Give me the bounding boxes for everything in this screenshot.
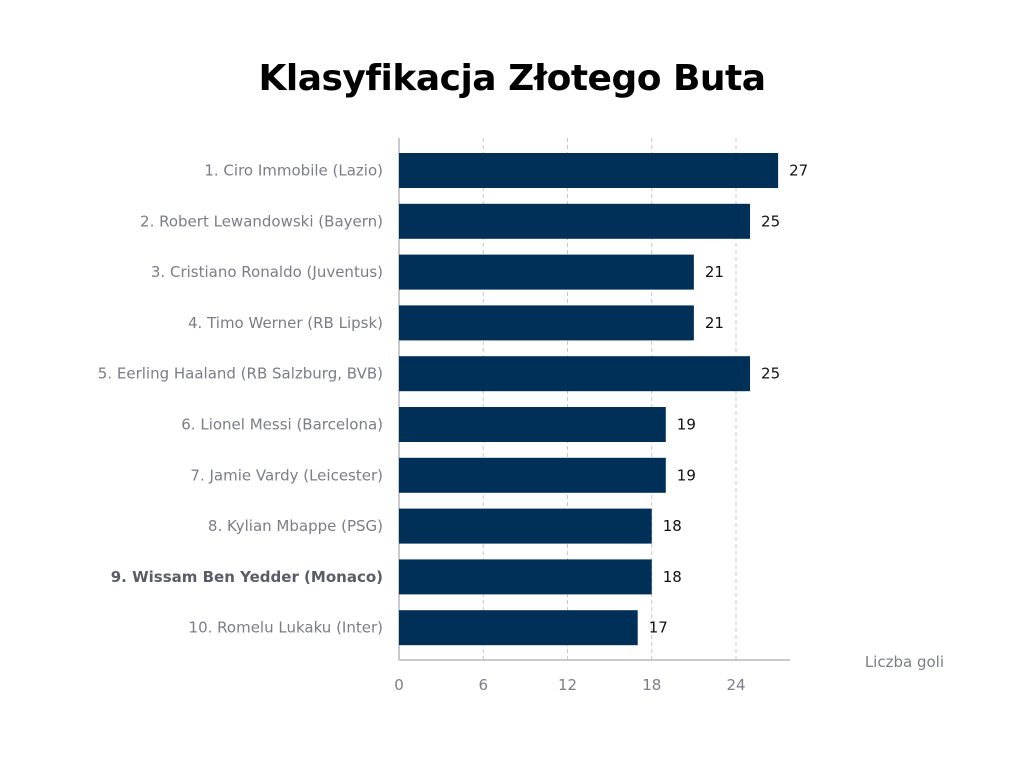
bar xyxy=(399,559,652,595)
x-tick-label: 12 xyxy=(558,676,577,694)
data-label: 18 xyxy=(663,517,682,535)
bar xyxy=(399,305,694,341)
data-label: 21 xyxy=(705,314,724,332)
bar xyxy=(399,203,751,239)
x-tick-label: 6 xyxy=(478,676,488,694)
data-label: 19 xyxy=(677,466,696,484)
bar xyxy=(399,457,666,493)
data-label: 17 xyxy=(649,619,668,637)
data-label: 21 xyxy=(705,263,724,281)
category-label: 9. Wissam Ben Yedder (Monaco) xyxy=(111,568,383,586)
data-label: 19 xyxy=(677,416,696,434)
data-label: 27 xyxy=(789,162,808,180)
x-tick-label: 0 xyxy=(394,676,404,694)
data-label: 18 xyxy=(663,568,682,586)
x-tick-label: 18 xyxy=(642,676,661,694)
bar xyxy=(399,508,652,544)
bar xyxy=(399,153,779,188)
bar xyxy=(399,356,751,392)
category-label: 1. Ciro Immobile (Lazio) xyxy=(204,162,383,180)
category-label: 10. Romelu Lukaku (Inter) xyxy=(189,619,383,637)
bar xyxy=(399,610,638,646)
category-label: 3. Cristiano Ronaldo (Juventus) xyxy=(151,263,383,281)
category-label: 7. Jamie Vardy (Leicester) xyxy=(190,466,383,484)
x-axis-title: Liczba goli xyxy=(865,653,944,671)
category-label: 8. Kylian Mbappe (PSG) xyxy=(208,517,383,535)
chart-title: Klasyfikacja Złotego Buta xyxy=(258,58,766,99)
data-label: 25 xyxy=(761,212,780,230)
data-label: 25 xyxy=(761,365,780,383)
category-label: 5. Eerling Haaland (RB Salzburg, BVB) xyxy=(98,365,383,383)
category-label: 4. Timo Werner (RB Lipsk) xyxy=(188,314,383,332)
bar xyxy=(399,407,666,442)
category-label: 2. Robert Lewandowski (Bayern) xyxy=(140,212,383,230)
x-tick-label: 24 xyxy=(726,676,745,694)
category-label: 6. Lionel Messi (Barcelona) xyxy=(181,416,383,434)
bar xyxy=(399,254,694,290)
